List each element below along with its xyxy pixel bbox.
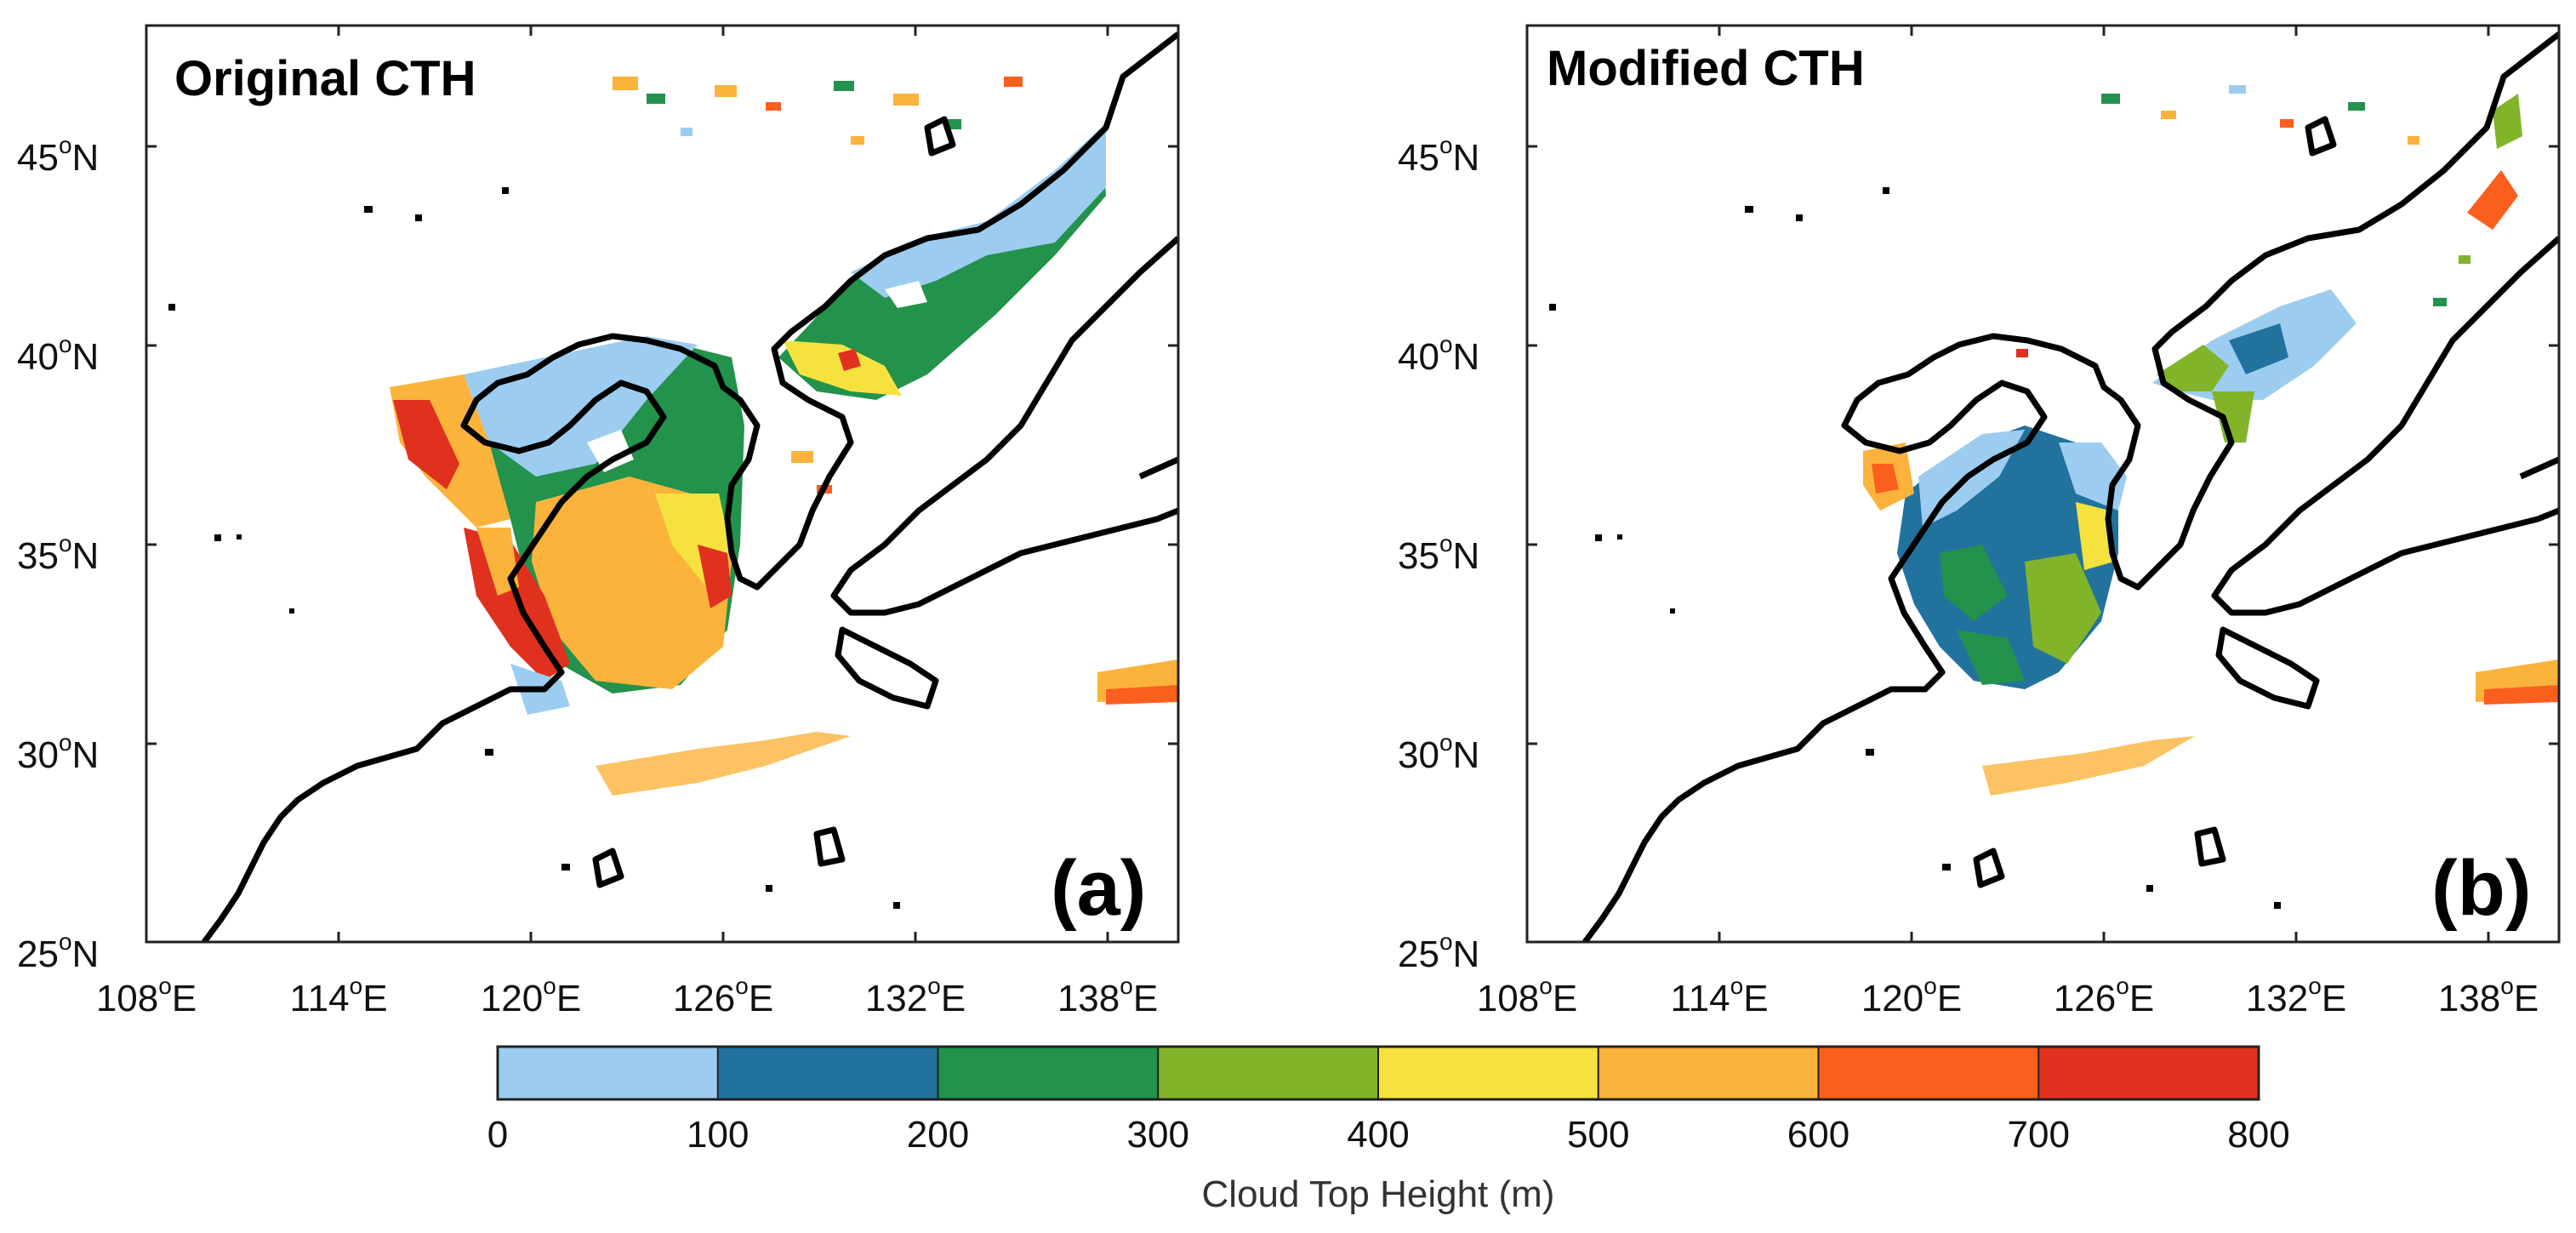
colorbar-tick-label: 500: [1567, 1114, 1629, 1156]
colorbar-tick-label: 200: [907, 1114, 969, 1156]
cloud-region-600-700: [2467, 170, 2518, 230]
cloud-gap: [885, 281, 927, 308]
cloud-region-400-500: [783, 340, 902, 396]
lon-tick-label: 132oE: [865, 973, 966, 1019]
panel-label: (b): [2431, 845, 2531, 932]
colorbar-swatch: [1818, 1047, 2039, 1099]
island-coastline: [592, 848, 624, 888]
lat-tick-label: 40oN: [1398, 331, 1479, 378]
lat-tick-label: 25oN: [17, 928, 99, 975]
map-frame: [1525, 24, 2561, 944]
colorbar-swatch: [498, 1047, 719, 1099]
lon-tick-label: 138oE: [2438, 973, 2539, 1019]
colorbar-label: Cloud Top Height (m): [1202, 1173, 1555, 1215]
lon-tick-label: 126oE: [2054, 973, 2154, 1019]
island-coastline: [813, 826, 846, 867]
colorbar-tick-label: 300: [1127, 1114, 1189, 1156]
coastline: [202, 31, 1178, 942]
small-islands: [168, 187, 900, 909]
cloud-region-400-500: [2076, 502, 2114, 570]
japan-coastline: [2519, 456, 2559, 480]
colorbar-tick-label: 600: [1787, 1114, 1849, 1156]
panel-label: (a): [1051, 845, 1146, 932]
panel-title: Modified CTH: [1547, 41, 1865, 96]
colorbar-tick-label: 100: [687, 1114, 749, 1156]
lon-tick-label: 114oE: [1670, 973, 1768, 1019]
colorbar-ticks: 0 100 200 300 400 500 600 700 800: [487, 1047, 2290, 1156]
cloud-region-600-700: [2484, 685, 2559, 705]
cloud-region-0-100: [851, 123, 1106, 298]
lat-tick-label: 25oN: [1398, 928, 1479, 975]
cloud-region-700-800: [698, 545, 732, 608]
cloud-field: [1863, 85, 2559, 796]
cloud-region-300-400: [2493, 94, 2522, 149]
coastline: [1582, 31, 2559, 942]
japan-coastline: [830, 236, 1178, 616]
axis-ticks: [1525, 26, 2559, 942]
island-coastline: [1973, 848, 2005, 888]
cloud-region-700-800: [393, 400, 459, 489]
japan-coastline: [1138, 456, 1178, 480]
mainland-coastline: [202, 31, 1178, 942]
lat-tick-label: 40oN: [17, 331, 99, 378]
cloud-region-600-700: [1872, 464, 1899, 494]
panel-a: Original CTH (a) 25oN 30oN 35oN 40oN 45o…: [17, 24, 1180, 1019]
cloud-region-0-100: [464, 336, 698, 477]
panel-title: Original CTH: [174, 51, 476, 106]
lon-tick-label: 108oE: [1477, 973, 1577, 1019]
lat-tick-label: 45oN: [17, 132, 99, 179]
cloud-speckle: [2016, 85, 2471, 357]
lat-tick-label: 45oN: [1398, 132, 1479, 179]
panel-b: Modified CTH (b) 25oN 30oN 35oN 40oN 45o…: [1398, 24, 2561, 1019]
cloud-region-600-700: [1106, 685, 1178, 705]
colorbar-tick-label: 0: [487, 1114, 508, 1156]
lon-tick-label: 126oE: [673, 973, 773, 1019]
island-coastline: [2305, 116, 2337, 157]
colorbar: 0 100 200 300 400 500 600 700 800 Cloud Top Heig…: [487, 1045, 2290, 1215]
cloud-region-700-800: [838, 349, 861, 371]
cloud-region-200-300: [1957, 630, 2025, 685]
japan-coastline: [2211, 236, 2559, 616]
colorbar-swatches: [498, 1047, 2260, 1099]
axis-ticks: [145, 26, 1178, 942]
lon-tick-label: 138oE: [1057, 973, 1158, 1019]
island-coastline: [2194, 826, 2226, 867]
cloud-gap: [587, 430, 634, 472]
colorbar-swatch: [717, 1047, 938, 1099]
lat-tick-label: 35oN: [17, 530, 99, 577]
lon-tick-label: 114oE: [289, 973, 387, 1019]
colorbar-tick-label: 400: [1347, 1114, 1409, 1156]
lat-tick-label: 35oN: [1398, 530, 1479, 577]
colorbar-swatch: [1378, 1047, 1599, 1099]
colorbar-tick-label: 800: [2227, 1114, 2289, 1156]
colorbar-tick-label: 700: [2008, 1114, 2070, 1156]
lon-tick-label: 132oE: [2246, 973, 2346, 1019]
colorbar-swatch: [938, 1047, 1159, 1099]
small-islands: [1549, 187, 2281, 909]
cloud-region-200-300: [1940, 545, 2008, 621]
colorbar-swatch: [2038, 1047, 2260, 1099]
lat-tick-label: 30oN: [17, 729, 99, 776]
cloud-region-500-600: [596, 732, 851, 796]
kyushu-coastline: [835, 626, 939, 710]
cloud-region-300-400: [2212, 391, 2254, 442]
island-coastline: [924, 116, 956, 157]
lon-tick-label: 120oE: [481, 973, 581, 1019]
mainland-coastline: [1582, 31, 2559, 942]
colorbar-swatch: [1598, 1047, 1819, 1099]
cloud-region-300-400: [2157, 345, 2229, 391]
cloud-region-100-200: [2229, 323, 2288, 374]
lat-tick-label: 30oN: [1398, 729, 1479, 776]
lon-tick-label: 108oE: [96, 973, 197, 1019]
map-frame: [145, 24, 1180, 944]
colorbar-swatch: [1158, 1047, 1379, 1099]
cloud-region-300-400: [2025, 553, 2101, 664]
cloud-region-500-600: [1982, 736, 2195, 796]
kyushu-coastline: [2215, 626, 2320, 710]
cloud-speckle: [613, 77, 1023, 494]
lon-tick-label: 120oE: [1861, 973, 1962, 1019]
